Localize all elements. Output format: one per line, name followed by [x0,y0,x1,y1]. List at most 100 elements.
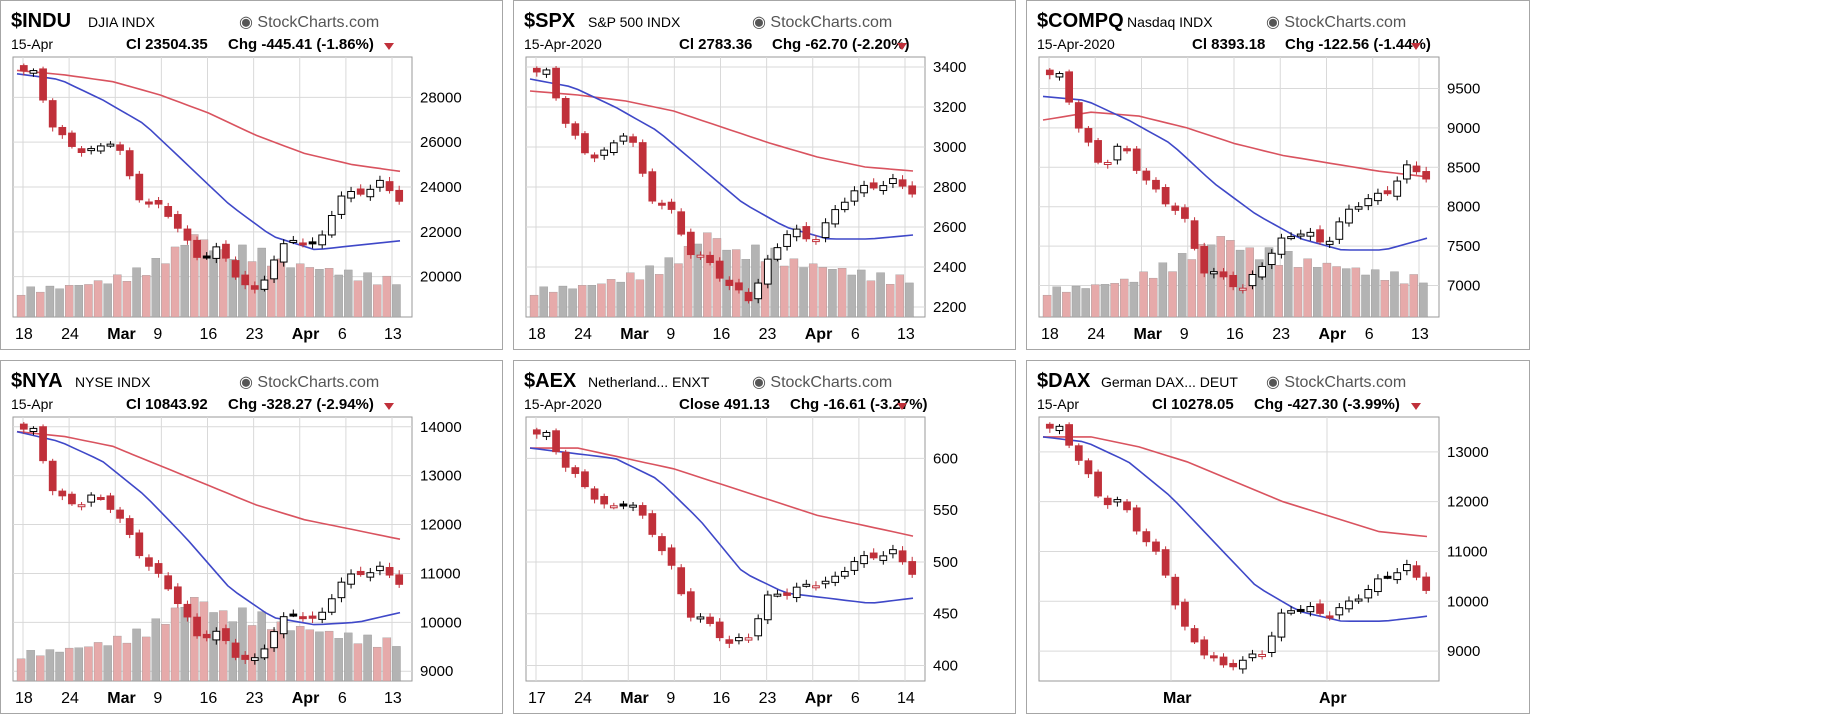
candle-body [1123,148,1131,152]
volume-bar [1351,267,1361,318]
volume-bar [654,274,664,318]
candle-body [1316,603,1324,614]
candle-body [347,573,355,585]
volume-bar [1197,244,1206,318]
candle-body [648,171,657,202]
candle-body [96,496,105,500]
volume-bar [1255,259,1264,318]
candle-body [241,654,250,660]
chart-panel-dax[interactable]: $DAX German DAX... DEUT ◉ StockCharts.com 1… [1026,360,1530,714]
volume-bar [113,274,122,318]
candle-body [869,182,878,189]
candle-body [1152,541,1160,552]
candle-body [686,591,695,618]
candle-body [347,191,355,199]
candle-body [48,100,57,128]
chart-change: Chg -16.61 (-3.27%) [790,396,928,413]
candle-body [1335,607,1344,616]
x-tick-label: 13 [384,690,402,707]
chart-date: 15-Apr-2020 [524,36,602,52]
volume-bar [141,636,151,682]
y-tick-label: 7000 [1447,277,1480,294]
x-tick-label: 9 [1180,326,1189,343]
volume-bar [26,286,35,318]
volume-bar [1409,274,1419,318]
candle-body [850,561,859,571]
candle-body [125,518,134,535]
candle-body [212,246,221,259]
x-tick-label: Apr [1319,690,1347,707]
candle-body [619,135,628,142]
x-tick-label: Apr [292,326,320,343]
chart-panel-aex[interactable]: $AEX Netherland... ENXT ◉ StockCharts.com 1… [513,360,1016,714]
volume-bar [847,274,856,318]
candle-body [561,97,570,124]
volume-bar [818,267,828,318]
chart-panel-indu[interactable]: $INDU DJIA INDX ◉ StockCharts.com 15-Apr Cl … [0,0,503,350]
chart-panel-spx[interactable]: $SPX S&P 500 INDX ◉ StockCharts.com 15-Apr-… [513,0,1016,350]
candle-body [318,234,327,246]
x-tick-label: Apr [805,326,833,343]
volume-bar [84,646,93,682]
volume-bar [1149,277,1158,318]
volume-bar [372,284,382,318]
volume-bar [209,612,218,682]
volume-bar [170,607,180,682]
volume-bar [26,650,35,682]
volume-bar [286,267,295,318]
volume-bar [1399,283,1409,318]
x-tick-label: 6 [851,690,860,707]
y-tick-label: 2600 [933,219,966,236]
chart-svg: $INDU DJIA INDX ◉ StockCharts.com 15-Apr Cl … [11,10,462,343]
candle-body [658,202,666,206]
candle-body [754,282,763,300]
candle-body [116,144,124,151]
volume-bar [1303,258,1312,318]
chart-svg: $AEX Netherland... ENXT ◉ StockCharts.com 1… [524,370,958,707]
volume-bar [828,269,837,318]
x-tick-label: 23 [759,690,777,707]
volume-bar [257,611,266,682]
candle-body [77,504,86,508]
y-tick-label: 7500 [1447,238,1480,255]
candle-body [908,185,917,195]
moving-average-fast [1042,95,1428,251]
candle-body [609,142,618,154]
volume-bar [16,294,26,318]
candle-body [1181,601,1189,627]
candle-body [812,239,820,243]
candle-body [260,648,269,659]
volume-bar [597,283,606,318]
candle-body [289,239,298,243]
candle-body [773,247,782,260]
candle-body [1161,549,1170,576]
candle-body [366,188,375,198]
candle-body [581,471,589,488]
candle-body [840,201,849,211]
chart-panel-compq[interactable]: $COMPQ Nasdaq INDX ◉ StockCharts.com 15-Apr… [1026,0,1530,350]
x-tick-label: 23 [759,326,777,343]
volume-bar [751,244,760,318]
candle-body [1065,424,1074,446]
x-tick-label: Apr [805,690,833,707]
candle-body [677,567,686,595]
y-tick-label: 13000 [420,468,462,485]
candle-body [1142,170,1151,181]
candle-body [600,149,609,156]
candle-body [1190,628,1199,643]
chart-name: NYSE INDX [75,374,151,390]
candle-body [1374,578,1382,593]
y-tick-label: 9000 [1447,120,1480,137]
volume-bar [344,269,353,318]
candle-body [1074,445,1083,461]
volume-bar [789,258,799,318]
candle-body [289,613,298,617]
candle-body [638,142,647,174]
volume-bar [1110,283,1119,318]
candle-body [860,184,868,194]
x-tick-label: 9 [153,326,162,343]
chart-panel-nya[interactable]: $NYA NYSE INDX ◉ StockCharts.com 15-Apr Cl 1… [0,360,503,714]
candle-body [77,148,86,153]
candle-body [725,639,734,644]
volume-bar [55,651,64,682]
